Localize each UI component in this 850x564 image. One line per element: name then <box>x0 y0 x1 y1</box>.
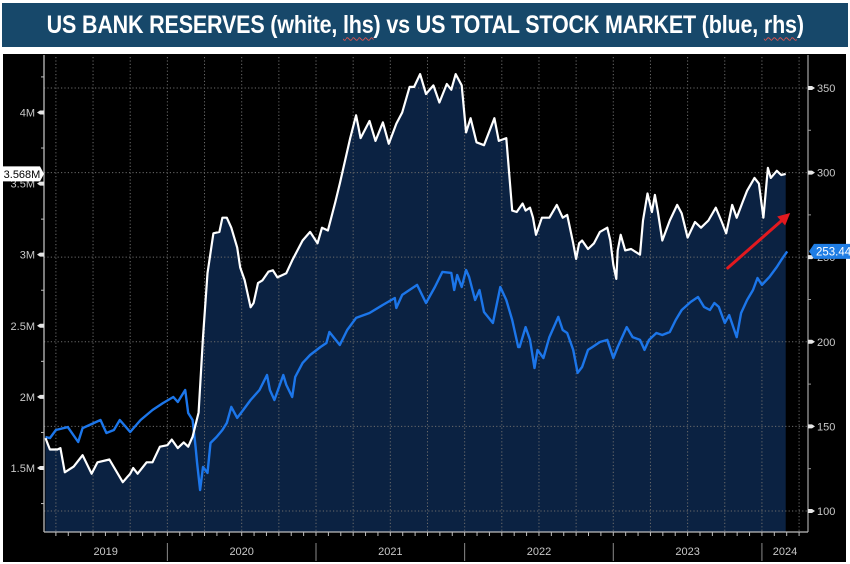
right-major-tick <box>808 509 815 514</box>
last-value-box-reserves <box>3 166 44 182</box>
x-axis: 2019 2020 2021 2022 2023 2024 <box>55 532 800 561</box>
right-tick-label: 100 <box>817 506 835 518</box>
reserves-area-fill <box>45 74 786 532</box>
stock-market-line <box>45 250 789 492</box>
year-label: 2023 <box>675 546 699 558</box>
title-segment-lhs: lhs <box>342 10 374 39</box>
left-major-tick <box>37 323 44 328</box>
right-tick-label: 300 <box>817 168 835 180</box>
left-tick-label: 2M <box>20 392 35 404</box>
left-tick-label: 3.5M <box>11 179 35 191</box>
reserves-line <box>44 73 786 484</box>
trend-arrow-head <box>777 213 791 226</box>
right-tick-label: 200 <box>817 337 835 349</box>
year-label: 2022 <box>527 546 551 558</box>
left-tick-label: 3M <box>20 250 35 262</box>
grid <box>44 57 808 532</box>
year-label: 2024 <box>773 546 797 558</box>
title-segment: ) <box>796 10 804 39</box>
left-tick-label: 4M <box>20 107 35 119</box>
left-tick-label: 2.5M <box>11 321 35 333</box>
year-label: 2021 <box>378 546 402 558</box>
trend-arrow-shaft <box>726 219 783 270</box>
left-axis: 1.5M 2M 2.5M 3M 3.5M 4M <box>11 76 44 505</box>
right-axis: 100150200250300350 <box>808 83 835 518</box>
right-tick-label: 150 <box>817 421 835 433</box>
title-bar: US BANK RESERVES (white, lhs) vs US TOTA… <box>2 3 848 47</box>
last-value-label-stock-market: 253.44 <box>809 243 850 259</box>
last-value-box-stock-market <box>809 243 850 259</box>
last-value-text-stock-market: 253.44 <box>816 246 850 258</box>
right-major-tick <box>808 85 815 90</box>
right-major-tick <box>808 170 815 175</box>
left-major-tick <box>37 466 44 471</box>
right-major-tick <box>808 339 815 344</box>
left-major-tick <box>37 394 44 399</box>
right-major-tick <box>808 424 815 429</box>
title-segment: ) vs US TOTAL STOCK MARKET (blue, <box>373 10 764 39</box>
left-major-tick <box>37 110 44 115</box>
left-major-tick <box>37 252 44 257</box>
right-tick-label: 350 <box>817 83 835 95</box>
chart-title: US BANK RESERVES (white, lhs) vs US TOTA… <box>46 11 803 40</box>
left-tick-label: 1.5M <box>11 463 35 475</box>
year-label: 2019 <box>93 546 117 558</box>
last-value-label-reserves: 3.568M <box>3 166 44 182</box>
last-value-text-reserves: 3.568M <box>4 169 41 181</box>
trend-arrow <box>726 213 791 270</box>
left-major-tick <box>37 181 44 186</box>
title-segment: US BANK RESERVES (white, <box>46 10 343 39</box>
year-label: 2020 <box>229 546 253 558</box>
title-segment-rhs: rhs <box>763 10 797 39</box>
